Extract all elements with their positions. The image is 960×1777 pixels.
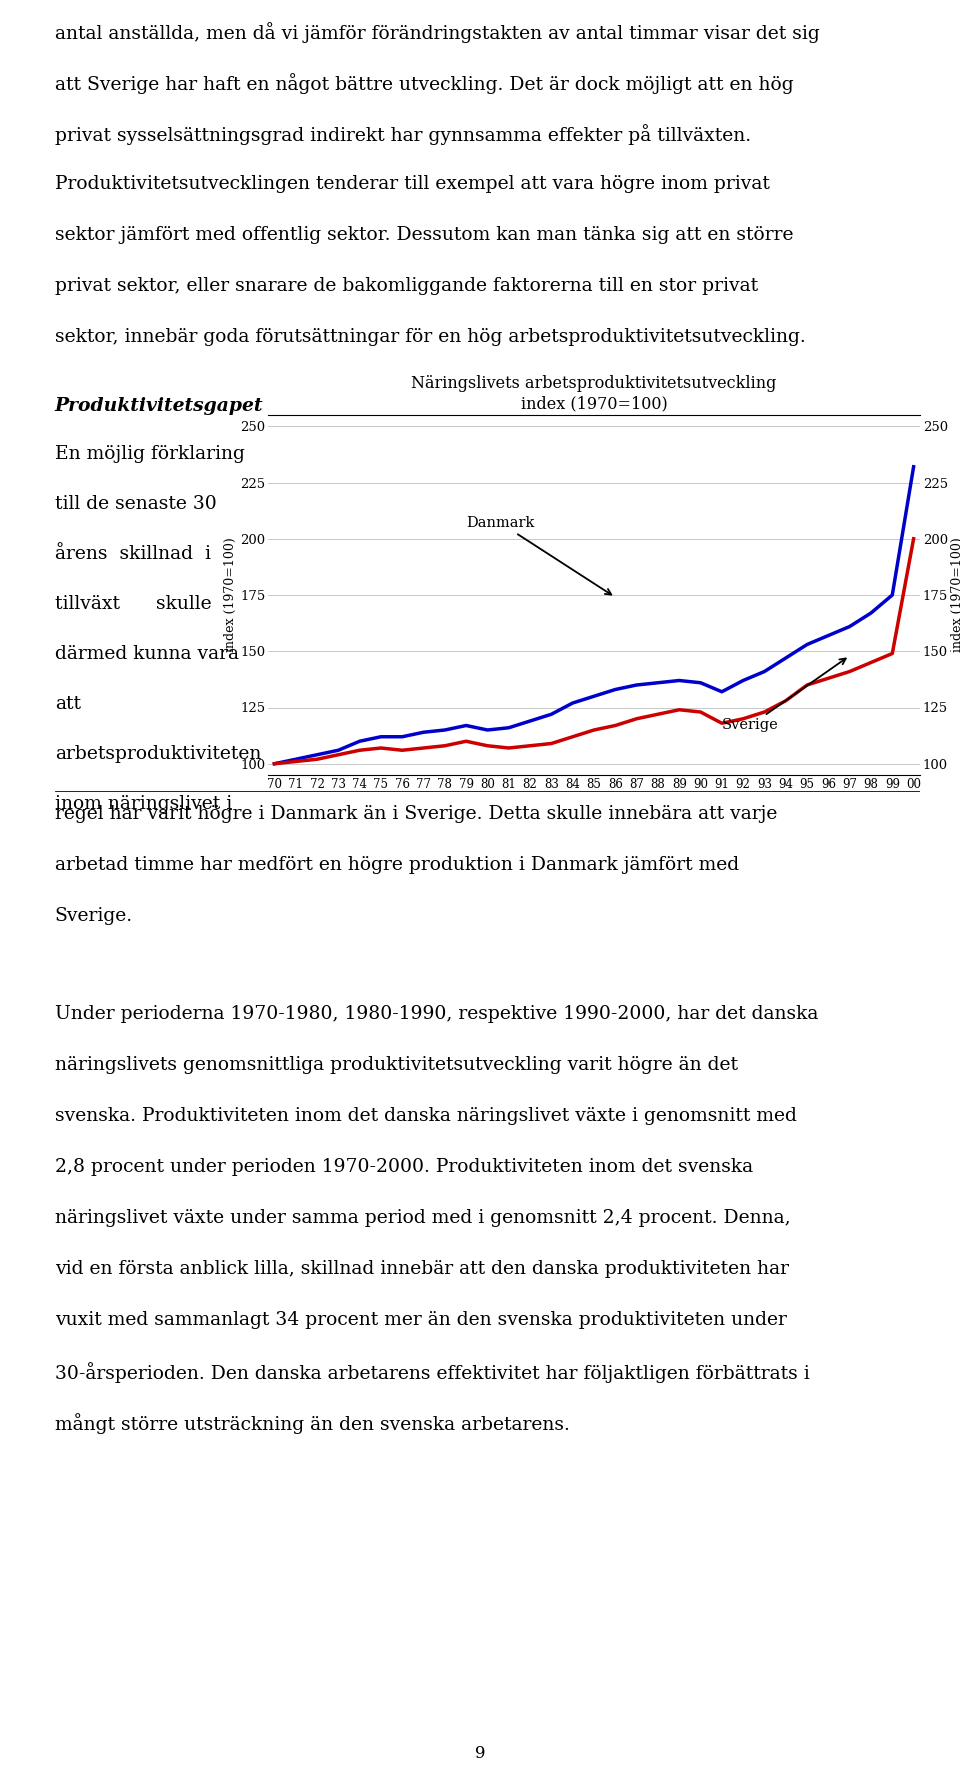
Text: därmed kunna vara: därmed kunna vara (55, 645, 239, 663)
Text: regel har varit högre i Danmark än i Sverige. Detta skulle innebära att varje: regel har varit högre i Danmark än i Sve… (55, 805, 777, 823)
Text: svenska. Produktiviteten inom det danska näringslivet växte i genomsnitt med: svenska. Produktiviteten inom det danska… (55, 1107, 797, 1125)
Text: antal anställda, men då vi jämför förändringstakten av antal timmar visar det si: antal anställda, men då vi jämför föränd… (55, 21, 820, 43)
Text: att Sverige har haft en något bättre utveckling. Det är dock möjligt att en hög: att Sverige har haft en något bättre utv… (55, 73, 793, 94)
Text: vuxit med sammanlagt 34 procent mer än den svenska produktiviteten under: vuxit med sammanlagt 34 procent mer än d… (55, 1311, 786, 1329)
Text: Danmark: Danmark (467, 515, 612, 595)
Text: privat sektor, eller snarare de bakomliggande faktorerna till en stor privat: privat sektor, eller snarare de bakomlig… (55, 277, 757, 295)
Text: arbetsproduktiviteten: arbetsproduktiviteten (55, 745, 261, 762)
Text: Produktivitetsgapet: Produktivitetsgapet (55, 396, 263, 416)
Text: att: att (55, 695, 81, 713)
Text: till de senaste 30: till de senaste 30 (55, 496, 216, 514)
Text: årens  skillnad  i: årens skillnad i (55, 546, 211, 563)
Text: Sverige.: Sverige. (55, 906, 132, 926)
Text: näringslivet växte under samma period med i genomsnitt 2,4 procent. Denna,: näringslivet växte under samma period me… (55, 1208, 790, 1226)
Text: tillväxt      skulle: tillväxt skulle (55, 595, 211, 613)
Text: Sverige: Sverige (722, 659, 846, 732)
Text: sektor, innebär goda förutsättningar för en hög arbetsproduktivitetsutveckling.: sektor, innebär goda förutsättningar för… (55, 329, 805, 347)
Text: vid en första anblick lilla, skillnad innebär att den danska produktiviteten har: vid en första anblick lilla, skillnad in… (55, 1260, 789, 1278)
Text: 9: 9 (475, 1745, 485, 1763)
Text: arbetad timme har medfört en högre produktion i Danmark jämfört med: arbetad timme har medfört en högre produ… (55, 857, 739, 874)
Text: Produktivitetsutvecklingen tenderar till exempel att vara högre inom privat: Produktivitetsutvecklingen tenderar till… (55, 174, 770, 194)
Text: mångt större utsträckning än den svenska arbetarens.: mångt större utsträckning än den svenska… (55, 1413, 569, 1434)
Text: Under perioderna 1970-1980, 1980-1990, respektive 1990-2000, har det danska: Under perioderna 1970-1980, 1980-1990, r… (55, 1006, 818, 1024)
Text: sektor jämfört med offentlig sektor. Dessutom kan man tänka sig att en större: sektor jämfört med offentlig sektor. Des… (55, 226, 793, 243)
Text: näringslivets genomsnittliga produktivitetsutveckling varit högre än det: näringslivets genomsnittliga produktivit… (55, 1056, 737, 1073)
Text: privat sysselsättningsgrad indirekt har gynnsamma effekter på tillväxten.: privat sysselsättningsgrad indirekt har … (55, 124, 751, 146)
Y-axis label: index (1970=100): index (1970=100) (225, 538, 237, 652)
Text: inom näringslivet i: inom näringslivet i (55, 794, 232, 814)
Y-axis label: index (1970=100): index (1970=100) (950, 538, 960, 652)
Text: En möjlig förklaring: En möjlig förklaring (55, 444, 245, 464)
Text: 2,8 procent under perioden 1970-2000. Produktiviteten inom det svenska: 2,8 procent under perioden 1970-2000. Pr… (55, 1159, 753, 1176)
Title: Näringslivets arbetsproduktivitetsutveckling
index (1970=100): Näringslivets arbetsproduktivitetsutveck… (411, 375, 777, 412)
Text: 30-årsperioden. Den danska arbetarens effektivitet har följaktligen förbättrats : 30-årsperioden. Den danska arbetarens ef… (55, 1361, 809, 1383)
